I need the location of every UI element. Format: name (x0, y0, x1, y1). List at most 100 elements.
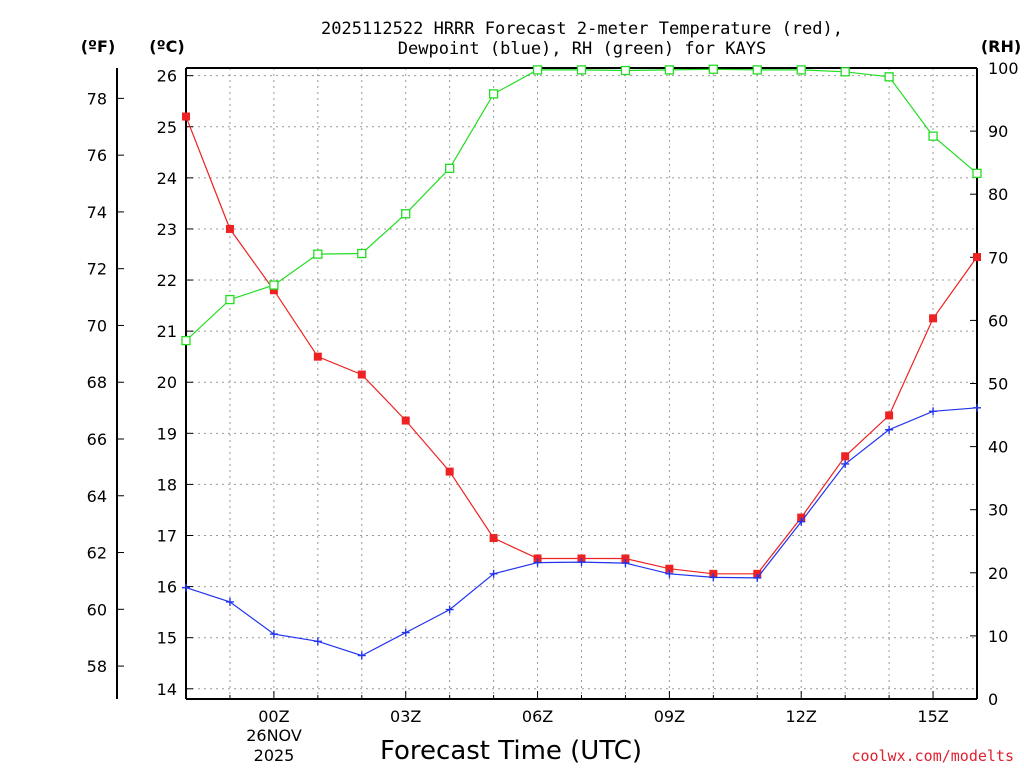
x-tick-label: 00Z (258, 707, 289, 726)
rh-point (532, 65, 543, 75)
celsius-tick-label: 20 (157, 373, 177, 392)
rh-point (708, 64, 718, 74)
rh-tick-label: 80 (988, 185, 1008, 204)
temperature-point (885, 411, 894, 420)
temperature-point (489, 534, 498, 543)
x-tick-label: 12Z (786, 707, 817, 726)
rh-point (181, 335, 191, 346)
dewpoint-point (313, 637, 322, 646)
dewpoint-point (709, 573, 718, 582)
x-axis-title: Forecast Time (UTC) (380, 736, 642, 766)
rh-tick-label: 50 (988, 375, 1008, 394)
fahrenheit-tick-label: 60 (87, 600, 107, 619)
x-tick-label: 06Z (522, 707, 553, 726)
fahrenheit-tick-label: 58 (87, 657, 107, 676)
series-layer (181, 64, 982, 660)
grid-layer (186, 68, 977, 699)
rh-tick-label: 30 (988, 501, 1008, 520)
rh-point (357, 248, 367, 259)
rh-tick-label: 90 (988, 122, 1008, 141)
fahrenheit-tick-label: 74 (87, 203, 107, 222)
dewpoint-point (885, 425, 894, 434)
rh-point (620, 65, 631, 76)
rh-tick-label: 100 (988, 59, 1019, 78)
fahrenheit-tick-label: 62 (87, 544, 107, 563)
fahrenheit-tick-label: 72 (87, 260, 107, 279)
celsius-tick-label: 25 (157, 118, 177, 137)
rh-point (796, 65, 806, 75)
temperature-point (401, 416, 410, 425)
rh-tick-label: 70 (988, 248, 1008, 267)
dewpoint-point (753, 573, 762, 582)
x-tick-label: 03Z (390, 707, 421, 726)
fahrenheit-tick-label: 64 (87, 487, 107, 506)
temperature-point (797, 513, 806, 522)
celsius-tick-label: 22 (157, 271, 177, 290)
dewpoint-point (577, 558, 586, 567)
temperature-point (357, 370, 366, 379)
fahrenheit-unit-label: (ºF) (81, 37, 116, 56)
rh-point (313, 249, 323, 259)
celsius-tick-label: 19 (157, 424, 177, 443)
date-label-year: 2025 (254, 746, 295, 765)
rh-unit-label: (RH) (981, 37, 1021, 56)
fahrenheit-tick-label: 66 (87, 430, 107, 449)
rh-point (752, 65, 762, 75)
rh-point (972, 168, 982, 179)
dewpoint-point (533, 558, 542, 567)
date-label-day: 26NOV (246, 726, 302, 745)
temperature-point (225, 224, 234, 233)
rh-tick-label: 10 (988, 627, 1008, 646)
rh-point (840, 67, 850, 77)
fahrenheit-tick-label: 68 (87, 373, 107, 392)
rh-point (664, 65, 675, 75)
dewpoint-point (489, 569, 498, 578)
dewpoint-point (621, 559, 630, 568)
rh-tick-label: 20 (988, 564, 1008, 583)
axes-layer: 14 15 16 17 18 19 20 21 22 23 24 25 26 58 60 62 64 66 68 70… (87, 59, 1019, 726)
dewpoint-point (225, 597, 234, 606)
celsius-tick-label: 15 (157, 629, 177, 648)
fahrenheit-tick-label: 78 (87, 89, 107, 108)
rh-point (576, 65, 587, 75)
temperature-point (313, 352, 322, 361)
x-tick-label: 15Z (917, 707, 948, 726)
celsius-tick-label: 17 (157, 527, 177, 546)
temperature-point (182, 112, 190, 121)
rh-point (445, 163, 455, 173)
dewpoint-point (797, 517, 806, 526)
celsius-tick-label: 23 (157, 220, 177, 239)
dewpoint-point (401, 628, 410, 637)
dewpoint-point (445, 605, 454, 614)
rh-point (884, 72, 894, 82)
dewpoint-point (269, 630, 278, 639)
chart-title-line-1: 2025112522 HRRR Forecast 2-meter Tempera… (321, 19, 843, 39)
temperature-point (929, 314, 938, 323)
temperature-point (621, 554, 630, 563)
temperature-point (753, 569, 762, 578)
temperature-point (445, 467, 454, 476)
celsius-tick-label: 26 (157, 67, 177, 86)
dewpoint-point (929, 407, 938, 416)
rh-tick-label: 60 (988, 311, 1008, 330)
rh-point (269, 280, 279, 290)
celsius-unit-label: (ºC) (149, 37, 184, 56)
dewpoint-point (973, 403, 981, 412)
rh-point (928, 131, 938, 141)
dewpoint-point (665, 569, 674, 578)
celsius-tick-label: 16 (157, 578, 177, 597)
rh-line (185, 68, 978, 342)
fahrenheit-tick-label: 70 (87, 316, 107, 335)
rh-point (488, 89, 499, 99)
x-tick-label: 09Z (654, 707, 685, 726)
rh-tick-label: 40 (988, 438, 1008, 457)
celsius-tick-label: 24 (157, 169, 177, 188)
celsius-tick-label: 14 (157, 680, 177, 699)
temperature-point (973, 253, 981, 262)
dewpoint-point (841, 459, 850, 468)
rh-tick-label: 0 (988, 690, 998, 709)
rh-point (225, 294, 235, 305)
temperature-point (841, 452, 850, 461)
chart-title-line-2: Dewpoint (blue), RH (green) for KAYS (398, 39, 766, 59)
